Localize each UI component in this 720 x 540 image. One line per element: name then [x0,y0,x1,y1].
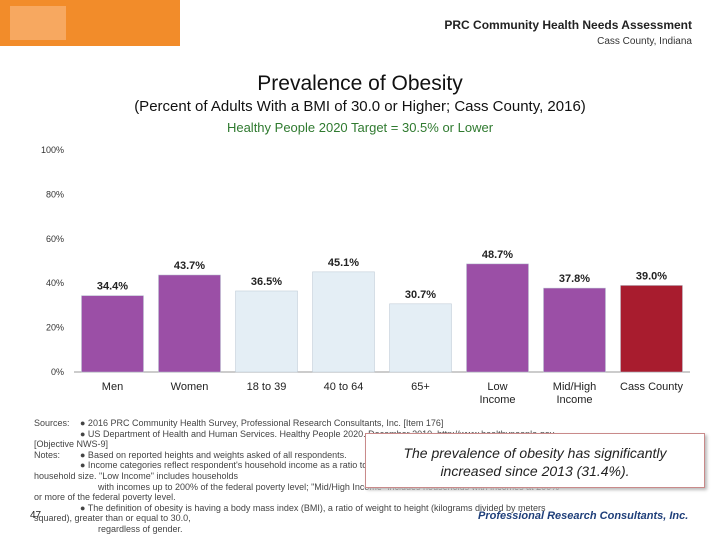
bar [466,263,529,373]
category-label: Men [102,381,123,393]
data-label: 37.8% [559,273,590,285]
page-number: 47 [30,510,42,521]
category-label: Income [556,394,592,406]
bar [389,303,452,373]
source-2: ● US Department of Health and Human Serv… [80,428,555,439]
note-1: ● Based on reported heights and weights … [80,449,347,460]
footer-brand-logo: Professional Research Consultants, Inc. [478,510,689,522]
target-label: Healthy People 2020 Target = 30.5% or Lo… [226,120,494,135]
data-label: 45.1% [328,257,359,269]
data-label: 43.7% [174,260,205,272]
note-3: household size. "Low Income" includes ho… [34,470,239,481]
y-tick-label: 80% [46,189,64,199]
obesity-bar-chart: 0% 20% 40% 60% 80% 100% 34.4% Men 43.7% Women 36.5… [41,145,690,406]
chart-title: Prevalence of Obesity [257,72,463,95]
report-title: PRC Community Health Needs Assessment [444,18,692,32]
source-1: ● 2016 PRC Community Health Survey, Prof… [80,418,444,428]
category-label: 40 to 64 [324,381,364,393]
notes-label: Notes: [34,449,61,460]
header-logo-block [0,0,180,46]
y-tick-label: 60% [46,234,64,244]
y-tick-label: 0% [51,367,64,377]
note-4: with incomes up to 200% of the federal p… [98,481,560,492]
category-label: Cass County [620,381,683,393]
bar [620,285,683,373]
category-label: Income [479,394,515,406]
note-8: regardless of gender. [98,523,183,534]
header-logo-inner [10,6,66,40]
bar [235,290,298,373]
y-tick-label: 100% [41,145,64,155]
bar [158,274,221,373]
data-label: 30.7% [405,289,436,301]
report-location: Cass County, Indiana [597,36,692,47]
category-label: 18 to 39 [247,381,287,393]
category-label: Mid/High [553,381,596,393]
note-2: ● Income categories reflect respondent's… [80,460,524,471]
category-label: Women [171,381,209,393]
chart-subtitle: (Percent of Adults With a BMI of 30.0 or… [134,98,586,115]
sources-label: Sources: [34,418,70,428]
category-label: Low [487,381,507,393]
data-label: 36.5% [251,276,282,288]
data-label: 48.7% [482,249,513,261]
y-tick-label: 20% [46,323,64,333]
callout-box: The prevalence of obesity has significan… [365,433,705,488]
source-3: [Objective NWS-9] [34,439,109,450]
callout-line-2: increased since 2013 (31.4%). [440,463,630,479]
notes-block: Sources: ● 2016 PRC Community Health Surv… [34,418,694,535]
data-label: 39.0% [636,270,667,282]
data-label: 34.4% [97,281,128,293]
bar [81,295,144,373]
note-6: ● The definition of obesity is having a … [80,502,546,513]
note-5: or more of the federal poverty level. [34,492,176,503]
y-tick-label: 40% [46,278,64,288]
bar [312,271,375,373]
category-label: 65+ [411,381,430,393]
bar [543,287,606,373]
callout-line-1: The prevalence of obesity has significan… [403,445,667,461]
note-7: squared), greater than or equal to 30.0, [34,513,191,524]
